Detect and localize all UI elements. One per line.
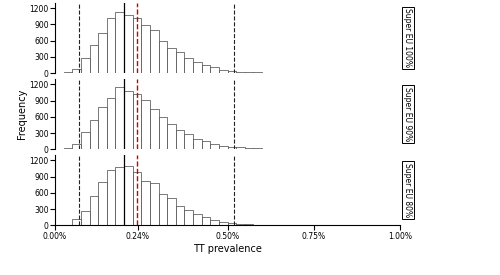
- Bar: [124, 166, 132, 225]
- Bar: [132, 172, 141, 225]
- Bar: [245, 72, 254, 73]
- Bar: [228, 71, 236, 73]
- Bar: [142, 25, 150, 73]
- Bar: [72, 68, 81, 73]
- Bar: [193, 214, 202, 225]
- Bar: [210, 220, 219, 225]
- Bar: [98, 107, 107, 149]
- Bar: [219, 222, 228, 225]
- Bar: [90, 120, 98, 149]
- Bar: [72, 219, 81, 225]
- Bar: [167, 124, 176, 149]
- Bar: [107, 18, 116, 73]
- Bar: [107, 170, 116, 225]
- Bar: [64, 148, 72, 149]
- Bar: [90, 196, 98, 225]
- Bar: [254, 72, 262, 73]
- Bar: [107, 98, 116, 149]
- Bar: [245, 224, 254, 225]
- Bar: [81, 132, 90, 149]
- Y-axis label: Frequency: Frequency: [16, 89, 26, 139]
- Bar: [150, 31, 158, 73]
- Bar: [142, 181, 150, 226]
- Bar: [245, 148, 254, 149]
- Bar: [158, 194, 167, 226]
- Bar: [210, 144, 219, 149]
- Bar: [167, 48, 176, 73]
- Bar: [210, 67, 219, 73]
- Bar: [98, 33, 107, 73]
- Bar: [202, 141, 210, 149]
- Bar: [236, 147, 244, 149]
- Bar: [184, 134, 193, 149]
- X-axis label: TT prevalence: TT prevalence: [193, 244, 262, 254]
- Bar: [72, 144, 81, 149]
- Bar: [236, 224, 244, 225]
- Bar: [98, 182, 107, 225]
- Bar: [116, 12, 124, 73]
- Bar: [124, 91, 132, 149]
- Bar: [167, 198, 176, 226]
- Text: Super EU 80%: Super EU 80%: [404, 163, 412, 217]
- Bar: [254, 148, 262, 149]
- Bar: [193, 139, 202, 149]
- Bar: [124, 15, 132, 73]
- Bar: [202, 217, 210, 225]
- Bar: [176, 52, 184, 73]
- Bar: [279, 225, 288, 226]
- Bar: [64, 72, 72, 73]
- Bar: [150, 183, 158, 225]
- Bar: [142, 100, 150, 149]
- Bar: [158, 117, 167, 149]
- Text: Super EU 100%: Super EU 100%: [404, 9, 412, 67]
- Bar: [219, 145, 228, 149]
- Bar: [184, 210, 193, 225]
- Bar: [176, 206, 184, 225]
- Bar: [193, 62, 202, 73]
- Bar: [184, 58, 193, 73]
- Bar: [150, 109, 158, 149]
- Bar: [116, 167, 124, 226]
- Bar: [202, 65, 210, 73]
- Bar: [64, 224, 72, 225]
- Bar: [132, 18, 141, 73]
- Bar: [81, 59, 90, 73]
- Bar: [219, 70, 228, 73]
- Bar: [176, 130, 184, 149]
- Bar: [132, 94, 141, 149]
- Bar: [236, 72, 244, 73]
- Bar: [116, 87, 124, 149]
- Bar: [228, 222, 236, 226]
- Bar: [228, 147, 236, 149]
- Bar: [158, 41, 167, 73]
- Bar: [81, 211, 90, 226]
- Text: Super EU 90%: Super EU 90%: [404, 87, 412, 141]
- Bar: [90, 45, 98, 73]
